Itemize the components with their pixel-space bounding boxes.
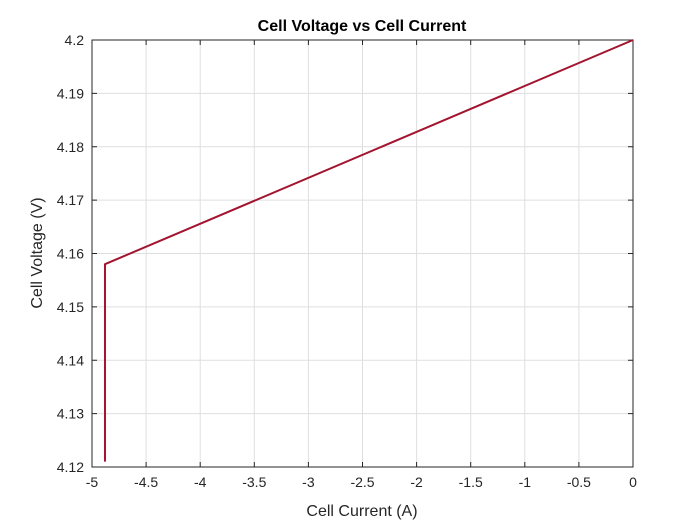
series-layer (103, 39, 634, 462)
x-tick-label: -1 (519, 474, 532, 490)
y-tick-label: 4.15 (57, 299, 84, 315)
x-tick-label: -4 (194, 474, 207, 490)
x-tick-label: -3.5 (242, 474, 266, 490)
x-tick-label: -2 (410, 474, 423, 490)
x-axis-label: Cell Current (A) (306, 503, 417, 520)
x-tick-label: 0 (629, 474, 637, 490)
y-tick-label: 4.18 (57, 139, 84, 155)
x-tick-label: -4.5 (134, 474, 158, 490)
y-tick-label: 4.12 (57, 459, 84, 475)
y-tick-label: 4.2 (65, 32, 85, 48)
x-tick-label: -5 (86, 474, 99, 490)
y-axis-label: Cell Voltage (V) (29, 197, 46, 308)
grid (91, 39, 634, 468)
y-tick-label: 4.19 (57, 85, 84, 101)
y-tick-label: 4.17 (57, 192, 84, 208)
x-tick-label: -0.5 (567, 474, 591, 490)
y-tick-label: 4.14 (57, 352, 84, 368)
x-tick-label: -3 (302, 474, 315, 490)
y-tick-label: 4.16 (57, 246, 84, 262)
x-tick-label: -1.5 (459, 474, 483, 490)
x-tick-label: -2.5 (350, 474, 374, 490)
chart-title: Cell Voltage vs Cell Current (258, 18, 467, 35)
series-line (103, 39, 634, 462)
axis-ticks: -5 -4.5 -4 -3.5 -3 -2.5 -2 -1.5 -1 -0.5 0 4.12 4.13 4… (57, 32, 637, 490)
y-tick-label: 4.13 (57, 406, 84, 422)
